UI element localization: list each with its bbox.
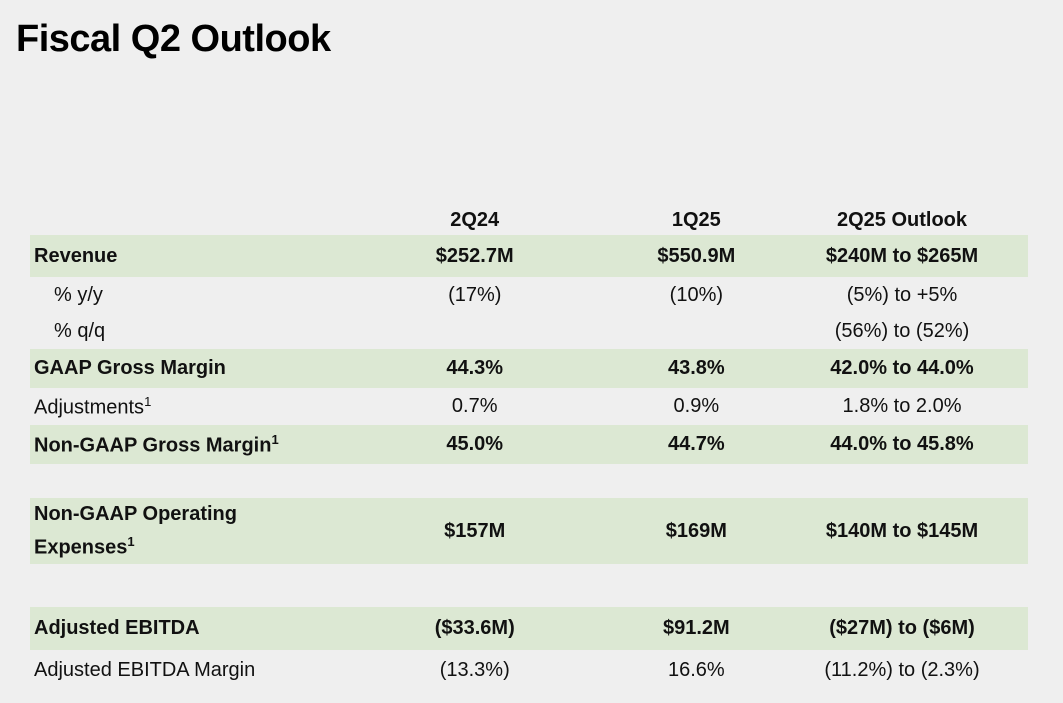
- table-row-adjustments: Adjustments1 0.7% 0.9% 1.8% to 2.0%: [30, 388, 1028, 425]
- row-label: % q/q: [54, 319, 106, 342]
- cell-2q25-outlook: (56%) to (52%): [834, 319, 970, 342]
- row-label: % y/y: [54, 283, 103, 306]
- cell-2q24: (17%): [448, 283, 502, 306]
- table-row-pct-yy: % y/y (17%) (10%) (5%) to +5%: [30, 277, 1028, 313]
- column-header-1q25: 1Q25: [671, 208, 721, 231]
- footnote-marker: 1: [127, 534, 135, 550]
- table-row-non-gaap-operating-expenses: Non-GAAP Operating Expenses1 $157M $169M…: [30, 498, 1028, 564]
- row-label: Non-GAAP Operating Expenses1: [30, 500, 333, 562]
- cell-1q25: $169M: [665, 519, 727, 542]
- cell-1q25: $550.9M: [657, 244, 736, 267]
- row-label-line2-wrap: Expenses1: [34, 528, 333, 562]
- table-row-adjusted-ebitda-margin: Adjusted EBITDA Margin (13.3%) 16.6% (11…: [30, 650, 1028, 690]
- cell-1q25: (10%): [669, 283, 724, 306]
- table-row-gaap-gross-margin: GAAP Gross Margin 44.3% 43.8% 42.0% to 4…: [30, 349, 1028, 388]
- cell-1q25: 16.6%: [667, 658, 725, 681]
- cell-2q25-outlook: (5%) to +5%: [846, 283, 958, 306]
- table-header-row: 2Q24 1Q25 2Q25 Outlook: [30, 205, 1028, 235]
- footnote-marker: 1: [271, 431, 279, 447]
- outlook-table: 2Q24 1Q25 2Q25 Outlook Revenue $252.7M $…: [30, 205, 1028, 690]
- row-label-line1: Non-GAAP Operating: [34, 503, 237, 526]
- page-title: Fiscal Q2 Outlook: [16, 18, 331, 60]
- cell-2q24: 44.3%: [446, 357, 504, 379]
- cell-2q24: $157M: [444, 519, 506, 542]
- cell-2q24: (13.3%): [439, 658, 510, 681]
- cell-1q25: 44.7%: [667, 433, 725, 455]
- cell-2q25-outlook: $240M to $265M: [825, 244, 979, 267]
- table-row-adjusted-ebitda: Adjusted EBITDA ($33.6M) $91.2M ($27M) t…: [30, 607, 1028, 650]
- cell-2q24: 0.7%: [451, 395, 498, 417]
- row-label: Adjusted EBITDA Margin: [34, 658, 256, 681]
- cell-2q25-outlook: (11.2%) to (2.3%): [824, 658, 980, 681]
- table-row-pct-qq: % q/q (56%) to (52%): [30, 313, 1028, 349]
- cell-2q25-outlook: $140M to $145M: [825, 519, 979, 542]
- cell-2q25-outlook: ($27M) to ($6M): [829, 617, 975, 639]
- cell-2q24: 45.0%: [446, 433, 504, 455]
- cell-2q25-outlook: 44.0% to 45.8%: [830, 433, 974, 455]
- row-label: Adjustments1: [30, 394, 333, 420]
- row-label-text: Adjustments: [34, 396, 145, 419]
- table-row-non-gaap-gross-margin: Non-GAAP Gross Margin1 45.0% 44.7% 44.0%…: [30, 425, 1028, 464]
- cell-2q25-outlook: 42.0% to 44.0%: [830, 357, 974, 379]
- cell-2q24: $252.7M: [435, 244, 514, 267]
- cell-1q25: $91.2M: [662, 617, 730, 639]
- spacer: [30, 464, 1028, 498]
- cell-2q24: ($33.6M): [434, 617, 515, 639]
- row-label: Adjusted EBITDA: [34, 617, 200, 639]
- spacer: [30, 564, 1028, 607]
- cell-1q25: 0.9%: [673, 395, 720, 417]
- cell-2q25-outlook: 1.8% to 2.0%: [842, 395, 962, 417]
- cell-1q25: 43.8%: [667, 357, 725, 379]
- row-label: Non-GAAP Gross Margin1: [30, 432, 333, 458]
- footnote-marker: 1: [144, 393, 152, 409]
- column-header-2q24: 2Q24: [450, 208, 500, 231]
- row-label-text: Non-GAAP Gross Margin: [34, 434, 272, 457]
- row-label: Revenue: [34, 244, 118, 267]
- row-label: GAAP Gross Margin: [34, 357, 226, 379]
- table-row-revenue: Revenue $252.7M $550.9M $240M to $265M: [30, 235, 1028, 277]
- column-header-2q25-outlook: 2Q25 Outlook: [836, 208, 968, 231]
- row-label-line2: Expenses: [34, 536, 128, 559]
